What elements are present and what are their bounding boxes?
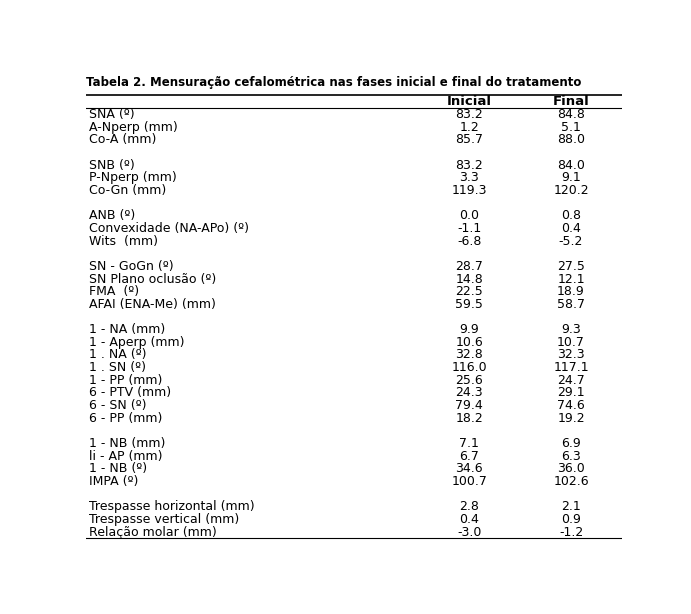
Text: 9.9: 9.9 bbox=[460, 323, 479, 336]
Text: 1 - Aperp (mm): 1 - Aperp (mm) bbox=[89, 336, 184, 349]
Text: 120.2: 120.2 bbox=[553, 184, 589, 197]
Text: 1 - NA (mm): 1 - NA (mm) bbox=[89, 323, 165, 336]
Text: 6.7: 6.7 bbox=[460, 449, 480, 463]
Text: -6.8: -6.8 bbox=[457, 235, 482, 247]
Text: 14.8: 14.8 bbox=[455, 273, 483, 286]
Text: SNA (º): SNA (º) bbox=[89, 108, 135, 121]
Text: 59.5: 59.5 bbox=[455, 298, 483, 311]
Text: 6 - PTV (mm): 6 - PTV (mm) bbox=[89, 386, 171, 399]
Text: A-Nperp (mm): A-Nperp (mm) bbox=[89, 121, 178, 134]
Text: 19.2: 19.2 bbox=[557, 412, 585, 425]
Text: Trespasse horizontal (mm): Trespasse horizontal (mm) bbox=[89, 500, 255, 513]
Text: 25.6: 25.6 bbox=[455, 374, 483, 387]
Text: 10.6: 10.6 bbox=[455, 336, 483, 349]
Text: 22.5: 22.5 bbox=[455, 285, 483, 298]
Text: 34.6: 34.6 bbox=[455, 462, 483, 475]
Text: 85.7: 85.7 bbox=[455, 133, 483, 146]
Text: 83.2: 83.2 bbox=[455, 158, 483, 172]
Text: 83.2: 83.2 bbox=[455, 108, 483, 121]
Text: 18.2: 18.2 bbox=[455, 412, 483, 425]
Text: Relação molar (mm): Relação molar (mm) bbox=[89, 526, 217, 538]
Text: 28.7: 28.7 bbox=[455, 260, 483, 273]
Text: Co-A (mm): Co-A (mm) bbox=[89, 133, 156, 146]
Text: 1 - NB (mm): 1 - NB (mm) bbox=[89, 437, 165, 450]
Text: 10.7: 10.7 bbox=[557, 336, 585, 349]
Text: FMA  (º): FMA (º) bbox=[89, 285, 139, 298]
Text: 88.0: 88.0 bbox=[557, 133, 585, 146]
Text: Tabela 2. Mensuração cefalométrica nas fases inicial e final do tratamento: Tabela 2. Mensuração cefalométrica nas f… bbox=[86, 76, 582, 89]
Text: li - AP (mm): li - AP (mm) bbox=[89, 449, 162, 463]
Text: 6.3: 6.3 bbox=[561, 449, 581, 463]
Text: Co-Gn (mm): Co-Gn (mm) bbox=[89, 184, 167, 197]
Text: -1.2: -1.2 bbox=[559, 526, 583, 538]
Text: 84.0: 84.0 bbox=[557, 158, 585, 172]
Text: IMPA (º): IMPA (º) bbox=[89, 475, 138, 488]
Text: 24.3: 24.3 bbox=[455, 386, 483, 399]
Text: 2.8: 2.8 bbox=[460, 500, 480, 513]
Text: 36.0: 36.0 bbox=[557, 462, 585, 475]
Text: 2.1: 2.1 bbox=[561, 500, 581, 513]
Text: Trespasse vertical (mm): Trespasse vertical (mm) bbox=[89, 513, 239, 526]
Text: -3.0: -3.0 bbox=[457, 526, 482, 538]
Text: 0.0: 0.0 bbox=[460, 209, 480, 222]
Text: 32.3: 32.3 bbox=[557, 349, 585, 362]
Text: 0.9: 0.9 bbox=[561, 513, 581, 526]
Text: 58.7: 58.7 bbox=[557, 298, 585, 311]
Text: -1.1: -1.1 bbox=[457, 222, 482, 235]
Text: 1 . SN (º): 1 . SN (º) bbox=[89, 361, 146, 374]
Text: 29.1: 29.1 bbox=[557, 386, 585, 399]
Text: 1 . NA (º): 1 . NA (º) bbox=[89, 349, 146, 362]
Text: Inicial: Inicial bbox=[447, 95, 492, 109]
Text: 117.1: 117.1 bbox=[553, 361, 589, 374]
Text: ANB (º): ANB (º) bbox=[89, 209, 135, 222]
Text: 12.1: 12.1 bbox=[557, 273, 585, 286]
Text: -5.2: -5.2 bbox=[559, 235, 583, 247]
Text: 24.7: 24.7 bbox=[557, 374, 585, 387]
Text: AFAI (ENA-Me) (mm): AFAI (ENA-Me) (mm) bbox=[89, 298, 216, 311]
Text: 9.3: 9.3 bbox=[561, 323, 581, 336]
Text: 9.1: 9.1 bbox=[561, 171, 581, 184]
Text: Wits  (mm): Wits (mm) bbox=[89, 235, 158, 247]
Text: 6.9: 6.9 bbox=[561, 437, 581, 450]
Text: 1 - PP (mm): 1 - PP (mm) bbox=[89, 374, 162, 387]
Text: 116.0: 116.0 bbox=[451, 361, 487, 374]
Text: 6 - SN (º): 6 - SN (º) bbox=[89, 399, 146, 412]
Text: 1.2: 1.2 bbox=[460, 121, 479, 134]
Text: 0.4: 0.4 bbox=[460, 513, 480, 526]
Text: 6 - PP (mm): 6 - PP (mm) bbox=[89, 412, 162, 425]
Text: SNB (º): SNB (º) bbox=[89, 158, 135, 172]
Text: SN Plano oclusão (º): SN Plano oclusão (º) bbox=[89, 273, 216, 286]
Text: 27.5: 27.5 bbox=[557, 260, 585, 273]
Text: 3.3: 3.3 bbox=[460, 171, 479, 184]
Text: Final: Final bbox=[553, 95, 589, 109]
Text: 100.7: 100.7 bbox=[451, 475, 487, 488]
Text: 84.8: 84.8 bbox=[557, 108, 585, 121]
Text: 0.8: 0.8 bbox=[561, 209, 581, 222]
Text: 102.6: 102.6 bbox=[553, 475, 589, 488]
Text: P-Nperp (mm): P-Nperp (mm) bbox=[89, 171, 177, 184]
Text: 7.1: 7.1 bbox=[460, 437, 480, 450]
Text: 32.8: 32.8 bbox=[455, 349, 483, 362]
Text: 1 - NB (º): 1 - NB (º) bbox=[89, 462, 147, 475]
Text: 74.6: 74.6 bbox=[557, 399, 585, 412]
Text: 5.1: 5.1 bbox=[561, 121, 581, 134]
Text: SN - GoGn (º): SN - GoGn (º) bbox=[89, 260, 173, 273]
Text: 79.4: 79.4 bbox=[455, 399, 483, 412]
Text: 119.3: 119.3 bbox=[451, 184, 487, 197]
Text: Convexidade (NA-APo) (º): Convexidade (NA-APo) (º) bbox=[89, 222, 249, 235]
Text: 18.9: 18.9 bbox=[557, 285, 585, 298]
Text: 0.4: 0.4 bbox=[561, 222, 581, 235]
